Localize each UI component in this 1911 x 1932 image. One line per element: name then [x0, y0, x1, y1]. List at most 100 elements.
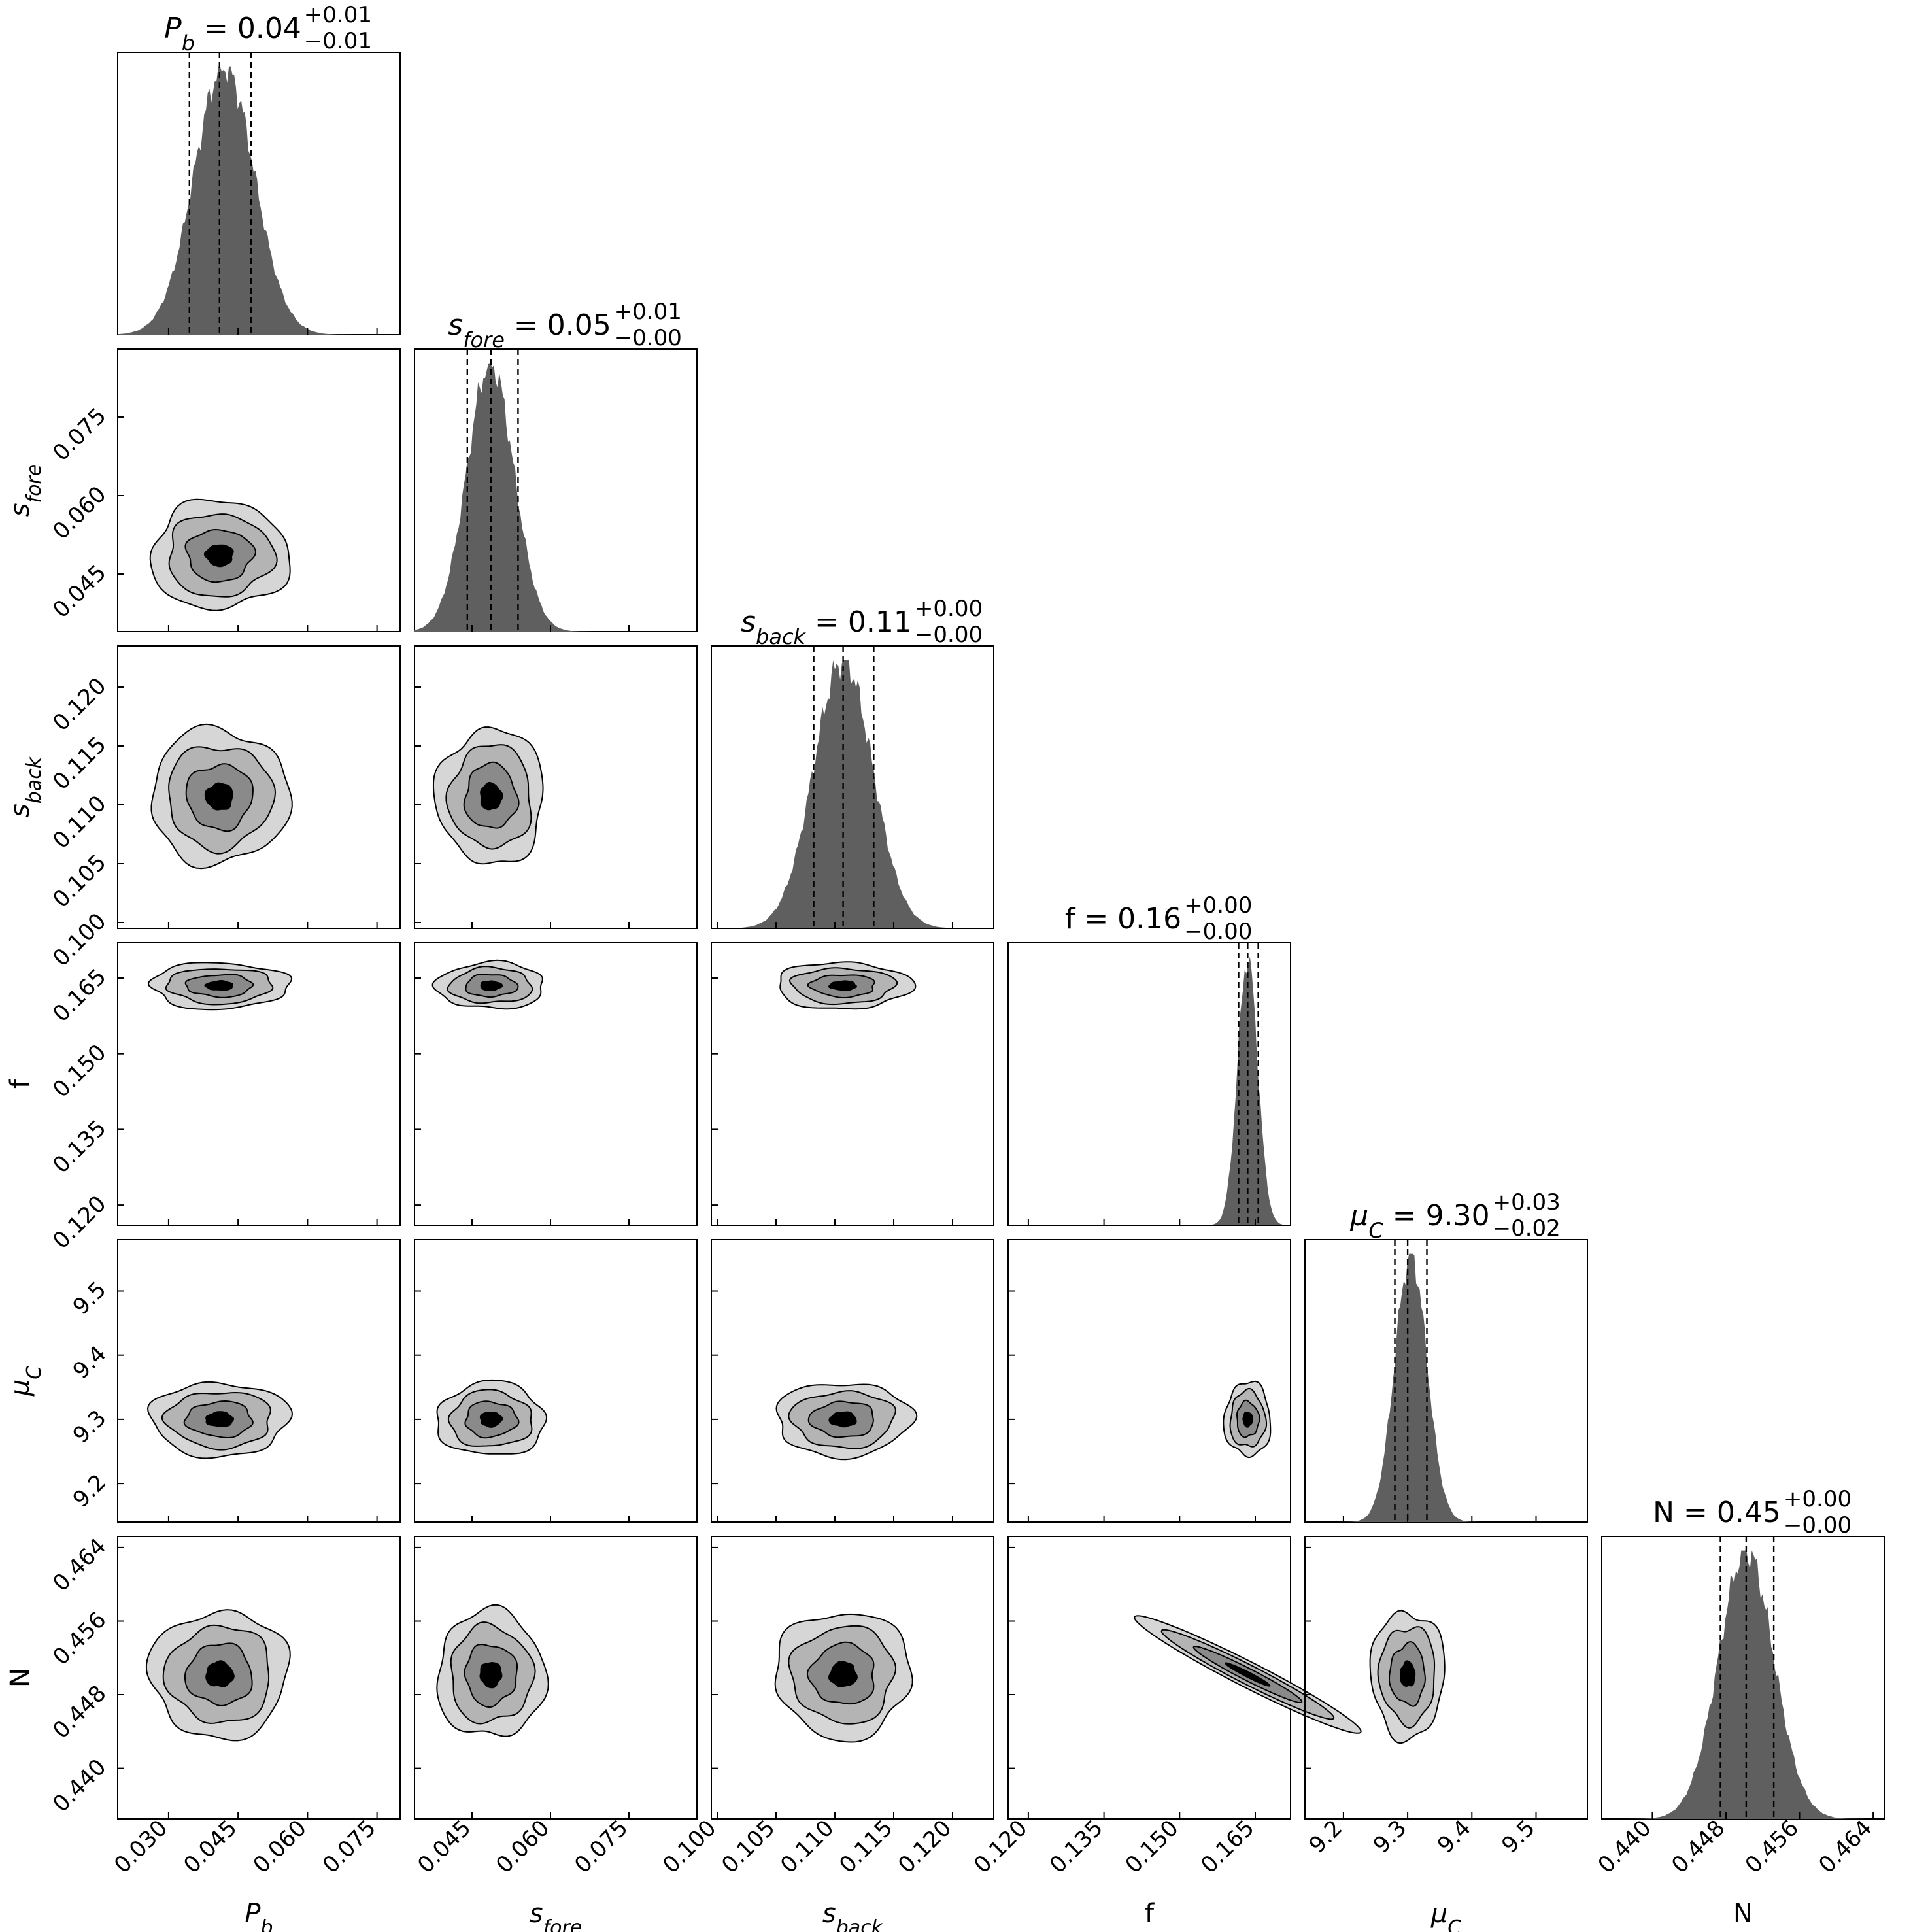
- panel-Pb-sfore: 0.045 0.060 0.075: [48, 348, 401, 632]
- y-axis-label-sback: sback: [5, 756, 46, 817]
- x-axis-label-sfore: sfore: [530, 1899, 583, 1932]
- contour-level-4: [1400, 1660, 1416, 1687]
- panel-title-f: f = 0.16: [1065, 902, 1181, 936]
- x-axis-label-muC: μC: [1430, 1899, 1461, 1932]
- title-plus-Pb: +0.01: [304, 2, 372, 28]
- histogram-N: [1602, 1550, 1884, 1819]
- contour-level-4: [828, 1660, 858, 1687]
- panel-Pb-f: 0.120 0.135 0.150 0.165: [48, 942, 401, 1254]
- y-tick-label-N: 0.456: [48, 1607, 111, 1670]
- title-plus-muC: +0.03: [1493, 1189, 1561, 1215]
- x-tick-label-muC: 9.2: [1304, 1815, 1348, 1859]
- y-tick-label-sback: 0.110: [48, 790, 111, 854]
- contour-level-4: [828, 1411, 857, 1428]
- panel-frame: [1304, 1536, 1588, 1820]
- x-tick-label-f: 0.150: [1121, 1815, 1184, 1878]
- contour-level-4: [480, 980, 503, 991]
- x-tick-label-Pb: 0.060: [248, 1815, 312, 1878]
- histogram-sfore: [414, 363, 697, 632]
- y-tick-label-f: 0.135: [48, 1115, 111, 1178]
- x-tick-label-sback: 0.115: [834, 1815, 898, 1878]
- y-tick-label-sfore: 0.045: [48, 560, 111, 623]
- title-minus-Pb: −0.01: [304, 28, 372, 54]
- panel-frame: [117, 645, 401, 929]
- panel-title-sback: sback = 0.11: [741, 605, 912, 649]
- y-axis-label-f: f: [5, 1079, 35, 1089]
- contour-level-4: [828, 980, 857, 991]
- contour-level-4: [204, 782, 233, 811]
- title-plus-N: +0.00: [1784, 1486, 1852, 1512]
- x-axis-label-Pb: Pb: [245, 1899, 273, 1932]
- y-tick-label-f: 0.150: [48, 1040, 111, 1103]
- panel-sfore-muC: [414, 1239, 698, 1523]
- panel-Pb-Pb: Pb = 0.04 +0.01−0.01: [117, 2, 401, 335]
- y-tick-label-sfore: 0.060: [48, 481, 111, 545]
- panel-Pb-N: 0.030 0.045 0.060 0.075 0.440 0.448 0.456 0.464: [48, 1533, 401, 1878]
- x-tick-label-N: 0.464: [1814, 1815, 1877, 1878]
- x-tick-label-f: 0.165: [1196, 1815, 1259, 1878]
- x-tick-label-sback: 0.120: [893, 1815, 956, 1878]
- panel-f-N: 0.120 0.135 0.150 0.165: [969, 1536, 1362, 1878]
- panel-frame: [117, 1536, 401, 1820]
- panel-f-f: f = 0.16 +0.00−0.00: [1007, 892, 1291, 1226]
- y-tick-label-sfore: 0.075: [48, 403, 111, 466]
- y-tick-label-f: 0.165: [48, 964, 111, 1027]
- x-tick-label-f: 0.120: [969, 1815, 1032, 1878]
- panel-frame: [117, 348, 401, 632]
- x-tick-label-muC: 9.3: [1368, 1815, 1412, 1859]
- y-axis-label-sfore: sfore: [5, 464, 46, 517]
- x-tick-label-Pb: 0.030: [109, 1815, 173, 1878]
- panel-frame: [117, 1239, 401, 1523]
- panel-frame: [117, 942, 401, 1226]
- y-axis-label-N: N: [5, 1668, 35, 1687]
- y-tick-label-N: 0.464: [48, 1533, 111, 1597]
- x-axis-label-N: N: [1733, 1899, 1753, 1929]
- y-tick-label-sback: 0.115: [48, 732, 111, 795]
- histogram-sback: [711, 660, 994, 928]
- x-tick-label-N: 0.448: [1666, 1815, 1730, 1878]
- corner-panels: Pb = 0.04 +0.01−0.010.0450.0600.075sfore …: [48, 2, 1885, 1878]
- x-tick-label-sback: 0.105: [717, 1815, 780, 1878]
- panel-sfore-sfore: sfore = 0.05 +0.01−0.00: [414, 299, 698, 632]
- panel-title-N: N = 0.45: [1653, 1496, 1781, 1529]
- panel-frame: [1007, 1536, 1291, 1820]
- y-tick-label-N: 0.440: [48, 1754, 111, 1818]
- x-tick-label-sfore: 0.075: [569, 1815, 633, 1878]
- panel-frame: [1304, 1239, 1588, 1523]
- panel-muC-muC: μC = 9.30 +0.03−0.02: [1304, 1189, 1588, 1523]
- y-tick-label-N: 0.448: [48, 1680, 111, 1744]
- title-minus-N: −0.00: [1784, 1512, 1852, 1538]
- x-tick-label-sback: 0.100: [658, 1815, 721, 1878]
- contour-level-4: [479, 1412, 503, 1428]
- panel-frame: [1007, 1239, 1291, 1523]
- x-tick-label-muC: 9.4: [1432, 1815, 1476, 1859]
- y-tick-label-muC: 9.3: [68, 1405, 112, 1449]
- title-minus-muC: −0.02: [1493, 1215, 1561, 1242]
- x-tick-label-sfore: 0.060: [491, 1815, 554, 1878]
- title-plus-sback: +0.00: [915, 596, 983, 622]
- title-minus-sback: −0.00: [915, 622, 983, 648]
- x-tick-label-sback: 0.110: [775, 1815, 839, 1878]
- panel-title-Pb: Pb = 0.04: [164, 12, 301, 56]
- y-tick-label-sback: 0.105: [48, 849, 111, 913]
- y-tick-label-muC: 9.4: [68, 1341, 112, 1385]
- panel-N-N: N = 0.45 +0.00−0.00 0.440 0.448 0.456 0.464: [1593, 1486, 1885, 1878]
- histogram-f: [1008, 957, 1291, 1225]
- x-tick-label-f: 0.135: [1045, 1815, 1108, 1878]
- panel-sfore-N: 0.045 0.060 0.075: [413, 1536, 698, 1878]
- panel-frame: [711, 1239, 994, 1523]
- panel-sback-muC: [711, 1239, 994, 1523]
- y-tick-label-sback: 0.100: [48, 908, 111, 972]
- contour-level-4: [204, 980, 233, 991]
- x-tick-label-Pb: 0.075: [318, 1815, 381, 1878]
- x-axis-label-sback: sback: [822, 1899, 884, 1932]
- contour-level-4: [1242, 1412, 1253, 1428]
- y-tick-label-f: 0.120: [48, 1191, 111, 1254]
- panel-muC-N: 9.2 9.3 9.4 9.5: [1304, 1536, 1588, 1859]
- x-axis-label-f: f: [1145, 1899, 1155, 1929]
- title-minus-sfore: −0.00: [614, 325, 682, 351]
